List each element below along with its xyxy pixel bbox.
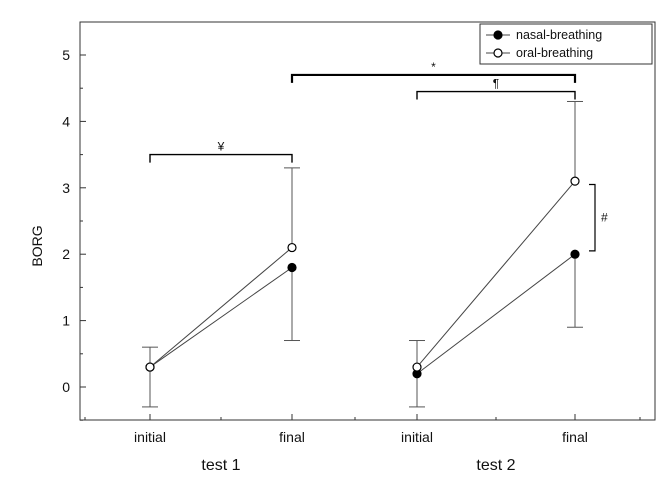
x-group-label: test 2 <box>476 457 515 474</box>
data-point-nasal-breathing <box>287 262 297 273</box>
data-markers <box>145 176 580 379</box>
significance-symbol: ¶ <box>493 77 499 91</box>
y-tick-label: 5 <box>62 47 70 63</box>
legend-box <box>479 23 653 65</box>
y-axis-label: BORG <box>29 225 45 266</box>
series-lines <box>149 180 576 375</box>
data-point-oral-breathing <box>570 176 580 186</box>
x-tick-label: final <box>562 429 588 445</box>
x-tick-label: initial <box>401 429 433 445</box>
legend-label: oral-breathing <box>516 46 593 60</box>
significance-bracket <box>290 73 577 83</box>
y-tick-label: 0 <box>62 379 70 395</box>
series-line-oral-breathing <box>149 247 293 368</box>
series-line-nasal-breathing <box>416 253 576 375</box>
error-bars <box>142 100 583 408</box>
legend-label: nasal-breathing <box>516 28 602 42</box>
significance-bracket <box>589 183 596 252</box>
data-point-oral-breathing <box>145 362 155 372</box>
y-tick-label: 4 <box>62 113 70 129</box>
data-point-oral-breathing <box>287 242 297 253</box>
legend: nasal-breathing oral-breathing <box>479 23 653 65</box>
y-tick-label: 1 <box>62 313 70 329</box>
plot-border <box>79 21 656 421</box>
y-axis: 0 1 2 3 4 5 <box>62 47 86 421</box>
data-point-nasal-breathing <box>570 249 580 259</box>
significance-symbol: * <box>431 60 436 74</box>
x-axis: initial final initial final test 1 test 2 <box>84 414 641 474</box>
legend-marker-nasal-breathing <box>493 30 503 40</box>
data-point-oral-breathing <box>412 362 422 372</box>
legend-marker-oral-breathing <box>493 48 503 58</box>
significance-symbol: ¥ <box>217 140 225 154</box>
significance-symbol: # <box>601 211 608 225</box>
significance-bracket <box>149 153 293 163</box>
series-line-oral-breathing <box>416 180 576 368</box>
x-tick-label: final <box>279 429 305 445</box>
x-group-label: test 1 <box>201 457 240 474</box>
y-tick-label: 2 <box>62 246 70 262</box>
significance-bracket <box>416 90 576 100</box>
y-tick-label: 3 <box>62 180 70 196</box>
significance-annotations: ¥ * ¶ # <box>149 60 608 252</box>
x-tick-label: initial <box>134 429 166 445</box>
series-line-nasal-breathing <box>149 267 293 368</box>
plot-frame <box>79 21 656 421</box>
